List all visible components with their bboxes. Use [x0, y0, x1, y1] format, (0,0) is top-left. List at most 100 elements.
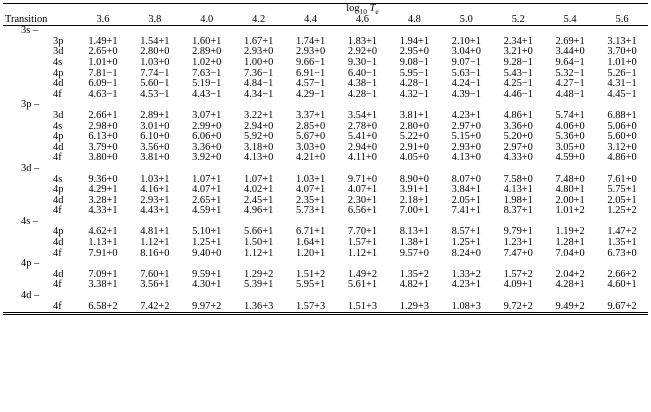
column-header: 4.2	[232, 14, 285, 27]
cell-value: 3.01+0	[140, 120, 170, 132]
cell-value: 1.54+1	[140, 35, 170, 47]
cell-value: 1.94+1	[399, 35, 430, 47]
cell-value: 1.57+1	[347, 237, 378, 249]
cell-value: 2.30+1	[347, 194, 378, 206]
group-label: 3d –	[21, 162, 40, 174]
column-header: 5.0	[440, 14, 493, 27]
cell-value: 2.80+0	[399, 120, 430, 132]
cell-value: 4.45−1	[607, 88, 637, 100]
cell-value: 5.36+0	[555, 131, 585, 143]
cell-value: 5.95−1	[399, 67, 430, 79]
log: log	[346, 3, 360, 14]
cell-value: 6.09−1	[88, 78, 118, 90]
row-label: 4d	[53, 141, 64, 153]
cell-value: 9.72+2	[492, 301, 545, 316]
row-label: 4d	[53, 194, 64, 206]
cell-value: 1.29+2	[244, 268, 274, 280]
cell-value: 4.59+1	[192, 205, 222, 217]
header-row: log10 Te	[3, 2, 648, 15]
cell-value: 5.60+0	[607, 131, 637, 143]
cell-value: 3.38+1	[88, 279, 118, 291]
cell-value: 4.25−1	[503, 78, 533, 90]
cell-value: 4.28+1	[555, 279, 585, 291]
cell-value: 4.06+0	[555, 120, 585, 132]
cell-value: 7.47+0	[503, 247, 533, 259]
cell-value: 4.62+1	[88, 226, 118, 238]
cell-value: 4.60+1	[607, 279, 637, 291]
cell-value: 4.23+1	[451, 279, 481, 291]
cell-value: 2.94+0	[244, 120, 274, 132]
cell-value: 2.04+2	[555, 268, 585, 280]
cell-value: 4.33+1	[88, 205, 118, 217]
cell-value: 4.23+1	[451, 109, 481, 121]
cell-value: 8.07+0	[451, 173, 481, 185]
cell-value: 1.07+1	[192, 173, 222, 185]
cell-value: 3.54+1	[347, 109, 378, 121]
cell-value: 2.80+0	[140, 46, 170, 58]
row-label: 4f	[3, 301, 77, 316]
cell-value: 1.03+1	[140, 173, 170, 185]
data-row: 4d 1.13+1 1.12+1 1.25+1 1.50+1 1.64+1 1.57+1 1.…	[3, 237, 648, 249]
row-label: 4d	[53, 237, 64, 249]
cell-value: 9.49+2	[544, 301, 597, 316]
data-row: 4p 4.62+1 4.81+1 5.10+1 5.66+1 6.71+1 7.70+1 8.…	[3, 227, 648, 238]
cell-value: 3.36+0	[192, 141, 222, 153]
data-row: 4d 7.09+1 7.60+1 9.59+1 1.29+2 1.51+2 1.49+2 1.…	[3, 268, 648, 281]
cell-value: 4.13+1	[503, 184, 533, 196]
cell-value: 3.36+0	[503, 120, 533, 132]
cell-value: 9.30−1	[347, 56, 378, 68]
data-row: 4s 1.01+0 1.03+0 1.02+0 1.00+0 9.66−1 9.30−1 9.…	[3, 56, 648, 69]
cell-value: 4.38−1	[347, 78, 378, 90]
cell-value: 5.92+0	[244, 131, 274, 143]
cell-value: 4.07+1	[295, 184, 326, 196]
data-row: 4d 6.09−1 5.60−1 5.19−1 4.84−1 4.57−1 4.38−1 4.…	[3, 79, 648, 90]
cell-value: 4.27−1	[555, 78, 585, 90]
cell-value: 2.65+0	[88, 46, 118, 58]
cell-value: 9.59+1	[192, 268, 222, 280]
cell-value: 5.61+1	[347, 279, 378, 291]
group-filler	[77, 164, 648, 175]
cell-value: 4.84−1	[244, 78, 274, 90]
cell-value: 5.43−1	[503, 67, 533, 79]
cell-value: 1.47+2	[607, 226, 637, 238]
data-row: 3d 2.65+0 2.80+0 2.89+0 2.93+0 2.93+0 2.92+0 2.…	[3, 47, 648, 58]
cell-value: 4.21+0	[295, 152, 326, 164]
cell-value: 4.53−1	[140, 88, 170, 100]
cell-value: 1.50+1	[244, 237, 274, 249]
data-row: 4d 3.79+0 3.56+0 3.36+0 3.18+0 3.03+0 2.94+0 2.…	[3, 141, 648, 154]
cell-value: 4.43−1	[192, 88, 222, 100]
column-header: 4.8	[388, 14, 441, 27]
cell-value: 3.84+1	[451, 184, 481, 196]
cell-value: 1.07+1	[244, 173, 274, 185]
row-label: 4p	[53, 67, 64, 79]
cell-value: 1.36+3	[232, 301, 285, 316]
cell-value: 2.05+1	[607, 194, 637, 206]
cell-value: 5.22+0	[399, 131, 430, 143]
cell-value: 1.98+1	[503, 194, 533, 206]
cell-value: 2.45+1	[244, 194, 274, 206]
row-label: 4f	[53, 247, 62, 259]
cell-value: 4.28−1	[399, 78, 430, 90]
cell-value: 1.83+1	[347, 35, 378, 47]
cell-value: 2.93+1	[140, 194, 170, 206]
row-label: 4s	[53, 120, 63, 132]
row-label: 4s	[53, 56, 63, 68]
cell-value: 2.89+0	[192, 46, 222, 58]
cell-value: 4.39−1	[451, 88, 481, 100]
column-header: 3.6	[77, 14, 129, 27]
cell-value: 1.01+2	[555, 205, 585, 217]
cell-value: 7.61+0	[607, 173, 637, 185]
row-label: 4f	[53, 279, 62, 291]
cell-value: 1.35+1	[607, 237, 637, 249]
cell-value: 4.29+1	[88, 184, 118, 196]
group-label: 3s –	[21, 25, 39, 37]
cell-value: 8.90+0	[399, 173, 430, 185]
column-header: 4.6	[336, 14, 389, 27]
cell-value: 3.44+0	[555, 46, 585, 58]
cell-value: 2.69+1	[555, 35, 585, 47]
cell-value: 5.67+0	[295, 131, 326, 143]
cell-value: 4.13+0	[451, 152, 481, 164]
cell-value: 4.80+1	[555, 184, 585, 196]
cell-value: 4.96+1	[244, 205, 274, 217]
cell-value: 6.71+1	[295, 226, 326, 238]
